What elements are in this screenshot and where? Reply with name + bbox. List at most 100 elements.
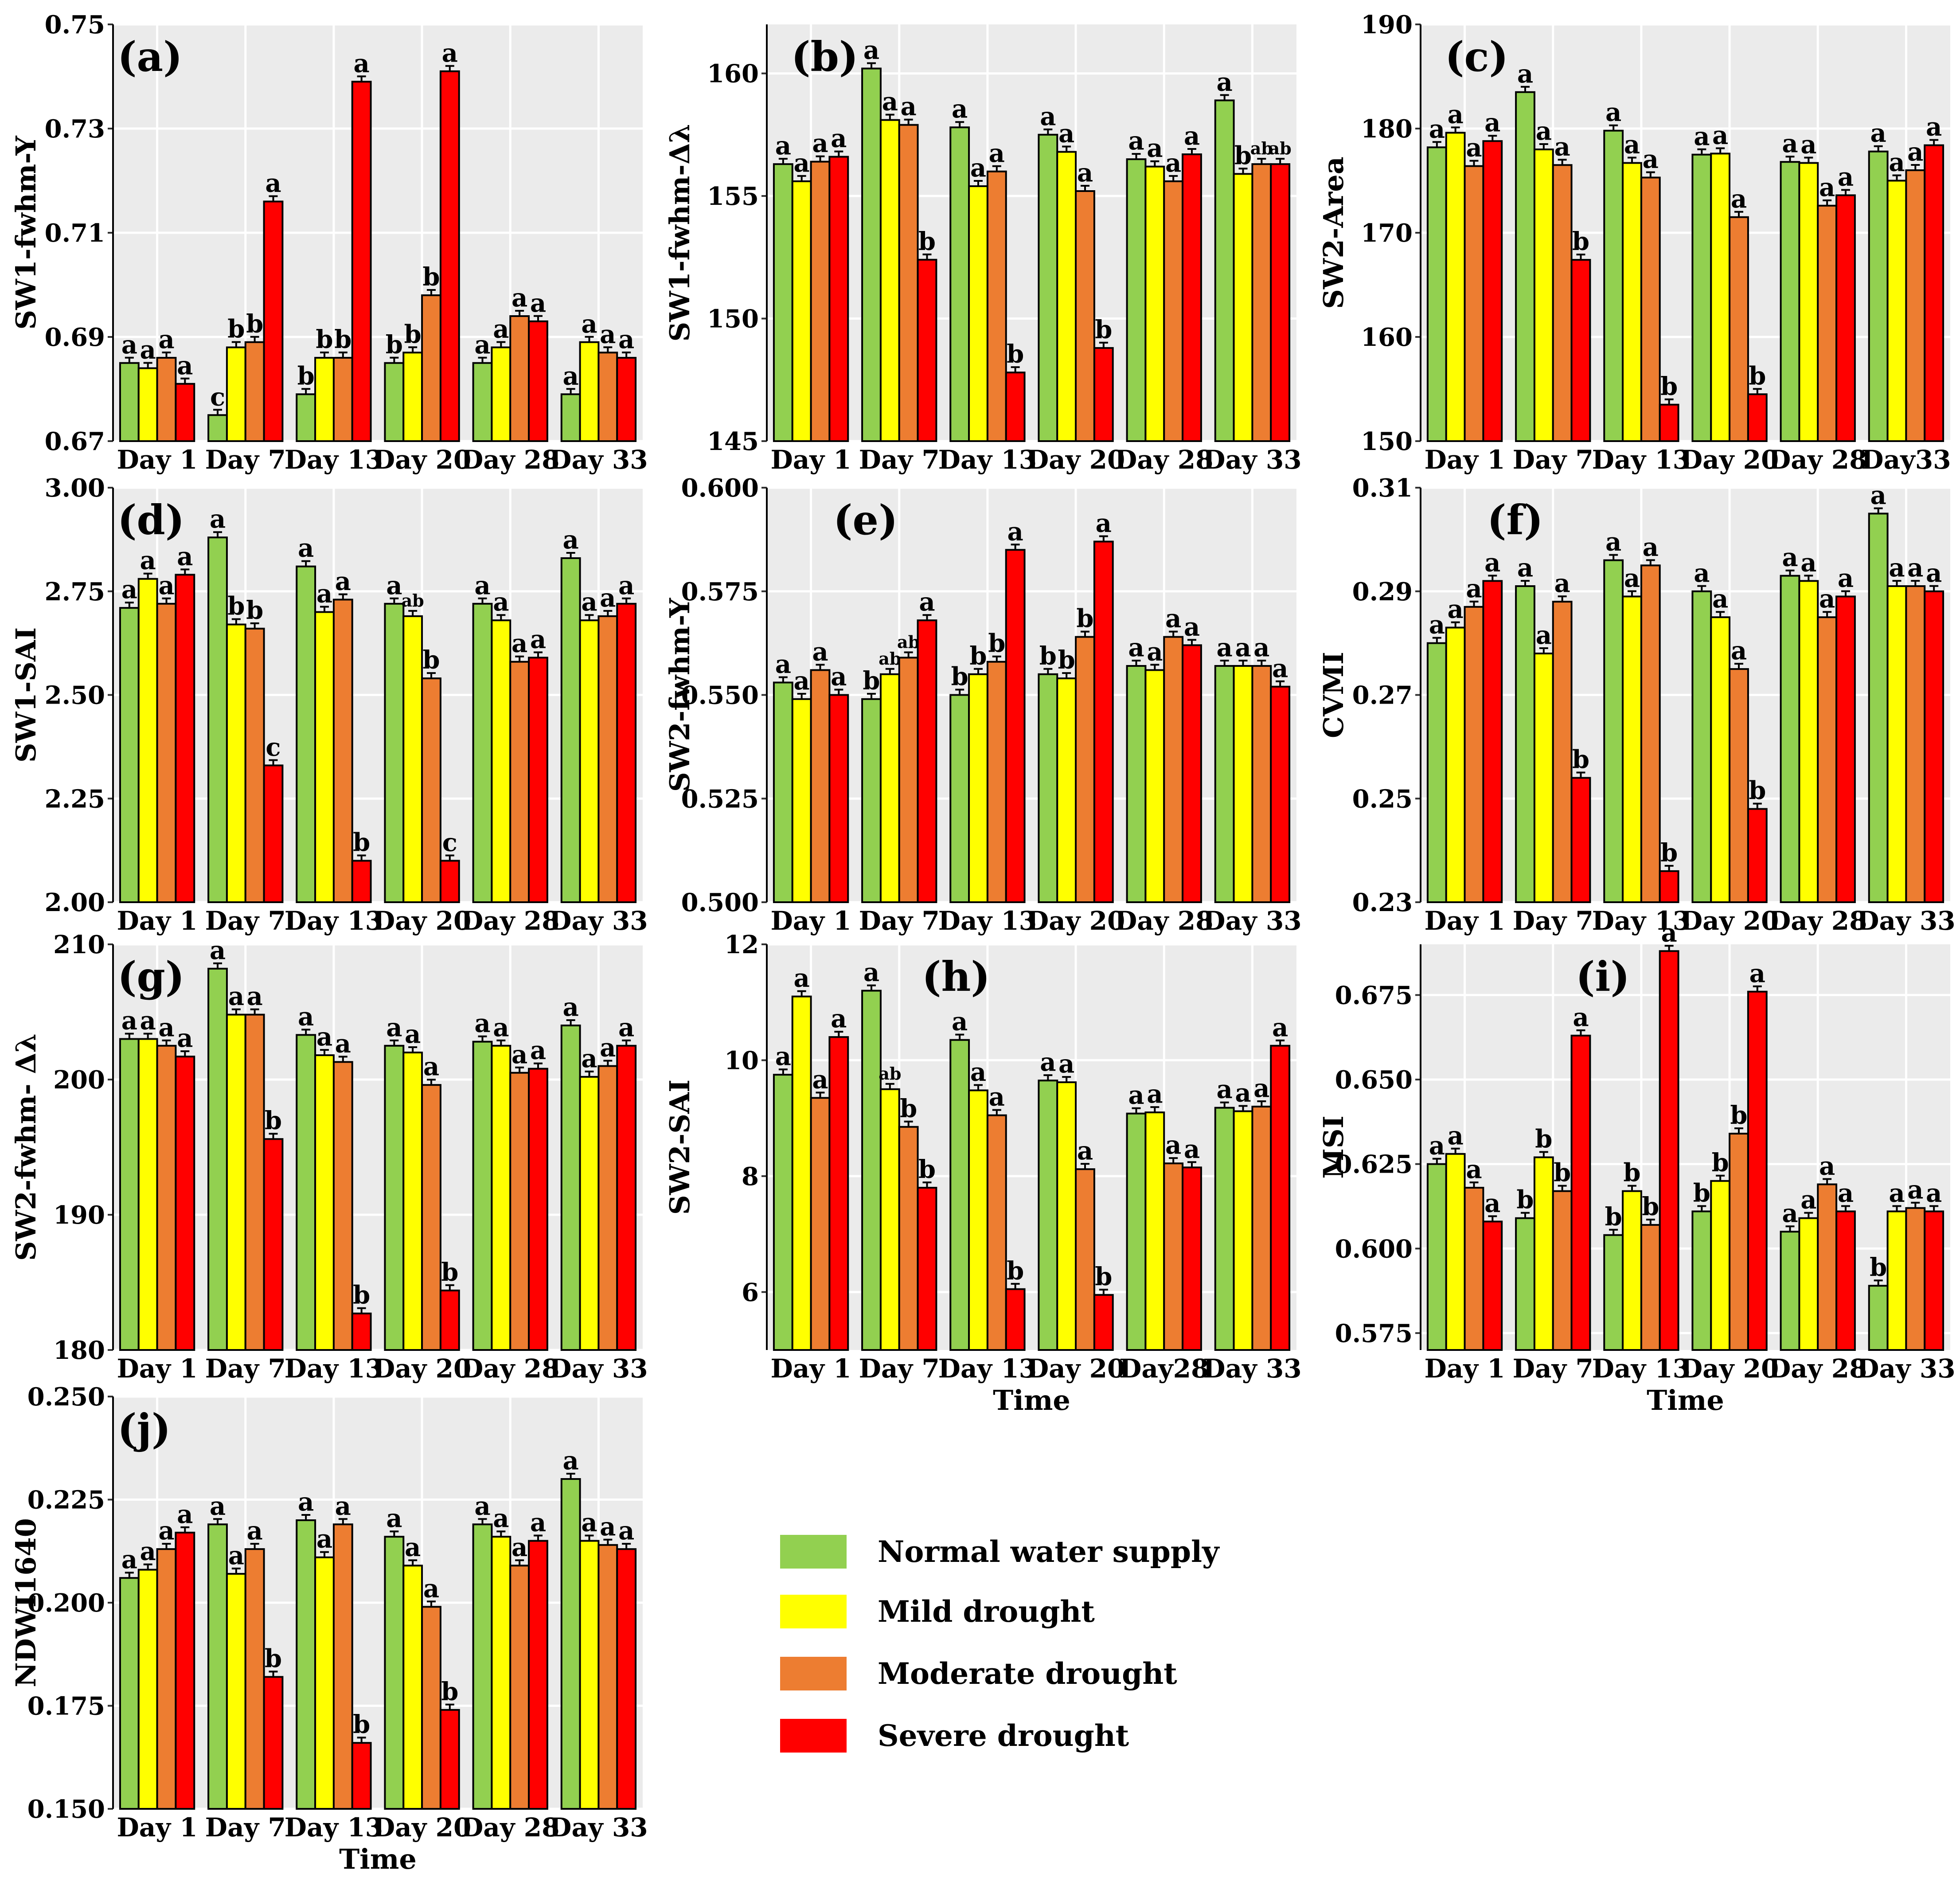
x-tick-label: Day 1 [117, 1354, 198, 1384]
y-tick-label: 6 [742, 1278, 759, 1307]
y-tick-label: 8 [742, 1162, 759, 1191]
bar-normal-water-supply-day-1 [1426, 146, 1447, 442]
bar-severe-drought-day-20 [439, 70, 460, 442]
legend-item-normal: Normal water supply [780, 1534, 1219, 1569]
bar-mild-drought-day-33 [579, 1076, 600, 1351]
bar-mild-drought-day-13 [1622, 595, 1642, 903]
significance-letter: a [140, 1006, 156, 1036]
significance-letter: a [1819, 1151, 1835, 1181]
significance-letter: a [423, 1052, 439, 1081]
significance-letter: a [1184, 1135, 1200, 1164]
y-tick-label: 145 [707, 427, 759, 456]
bar-moderate-drought-day-33 [1251, 665, 1272, 904]
bar-mild-drought-day-20 [402, 352, 423, 442]
significance-letter: a [1926, 1178, 1942, 1208]
bar-normal-water-supply-day-7 [861, 67, 882, 442]
bar-severe-drought-day-7 [263, 1676, 284, 1810]
significance-letter: a [530, 625, 546, 654]
significance-letter: a [812, 637, 828, 666]
x-tick-label: Day 33 [1203, 445, 1301, 475]
y-tick-label: 2.00 [45, 888, 105, 917]
x-tick-label: Day 28 [1115, 906, 1213, 936]
bar-moderate-drought-day-1 [156, 357, 177, 442]
significance-letter: b [1749, 776, 1766, 806]
bar-normal-water-supply-day-1 [773, 681, 793, 903]
significance-letter: a [423, 1574, 439, 1603]
y-tick-label: 10 [724, 1046, 759, 1075]
significance-letter: a [1907, 1175, 1923, 1205]
bar-mild-drought-day-7 [226, 1573, 246, 1810]
bar-normal-water-supply-day-7 [1515, 91, 1535, 442]
bar-normal-water-supply-day-7 [861, 990, 882, 1351]
significance-letter: a [882, 87, 898, 117]
bar-severe-drought-day-20 [1093, 540, 1114, 904]
significance-letter: b [1623, 1158, 1640, 1188]
bar-normal-water-supply-day-7 [1515, 585, 1535, 903]
significance-letter: a [1694, 122, 1710, 151]
bar-mild-drought-day-33 [1886, 1210, 1907, 1351]
significance-letter: ab [897, 632, 920, 652]
significance-letter: ab [1269, 138, 1292, 158]
panel-label: (c) [1445, 33, 1508, 81]
significance-letter: a [812, 1065, 828, 1094]
bar-mild-drought-day-13 [314, 611, 335, 903]
x-tick-label: Day 1 [771, 906, 851, 936]
bar-normal-water-supply-day-13 [1603, 1234, 1624, 1351]
significance-letter: a [1838, 162, 1854, 192]
bar-severe-drought-day-20 [439, 860, 460, 903]
significance-letter: a [210, 936, 226, 965]
legend-label-severe: Severe drought [878, 1718, 1129, 1753]
x-tick-label: Day 1 [117, 445, 198, 475]
significance-letter: b [1693, 1178, 1710, 1208]
significance-letter: a [1128, 633, 1144, 662]
y-tick-label: 0.150 [27, 1795, 105, 1824]
significance-letter: a [1007, 517, 1023, 546]
y-axis-title: SW1-fwhm-Y [10, 136, 42, 330]
significance-letter: a [901, 92, 917, 121]
y-tick-label: 2.25 [45, 784, 105, 814]
bar-moderate-drought-day-7 [244, 1013, 265, 1351]
bar-normal-water-supply-day-20 [1691, 590, 1712, 903]
significance-letter: a [863, 36, 879, 65]
significance-letter: b [353, 828, 370, 857]
bar-moderate-drought-day-1 [1464, 606, 1484, 903]
legend-swatch-severe [780, 1719, 847, 1753]
significance-letter: a [1272, 1013, 1288, 1042]
significance-letter: a [1429, 610, 1445, 640]
bar-normal-water-supply-day-33 [1868, 513, 1889, 903]
x-tick-label: Day 7 [1513, 906, 1593, 936]
x-tick-label: Day 7 [859, 1354, 940, 1384]
bar-severe-drought-day-28 [528, 1068, 548, 1351]
significance-letter: a [474, 571, 490, 600]
bar-severe-drought-day-1 [175, 383, 195, 442]
bar-severe-drought-day-1 [175, 574, 195, 903]
y-tick-label: 0.75 [45, 10, 105, 39]
plot-background [767, 24, 1296, 441]
bar-moderate-drought-day-33 [1905, 585, 1926, 903]
bar-moderate-drought-day-28 [509, 315, 530, 442]
bar-normal-water-supply-day-33 [560, 1025, 581, 1351]
y-tick-label: 0.550 [681, 681, 759, 710]
y-tick-label: 0.250 [27, 1382, 105, 1412]
x-tick-label: Day 28 [461, 1812, 559, 1843]
significance-letter: b [969, 642, 987, 671]
bar-moderate-drought-day-20 [421, 1606, 441, 1810]
significance-letter: a [1217, 67, 1233, 97]
significance-letter: b [265, 1106, 282, 1135]
significance-letter: b [1234, 141, 1252, 170]
bar-moderate-drought-day-13 [986, 170, 1007, 442]
bar-normal-water-supply-day-33 [560, 1478, 581, 1810]
bar-moderate-drought-day-28 [509, 1072, 530, 1351]
significance-letter: a [1870, 119, 1886, 148]
significance-letter: a [1889, 1178, 1905, 1208]
significance-letter: a [386, 571, 402, 600]
significance-letter: a [511, 629, 527, 658]
bar-moderate-drought-day-7 [244, 627, 265, 903]
significance-letter: a [1838, 563, 1854, 593]
bar-mild-drought-day-20 [402, 1565, 423, 1810]
significance-letter: b [297, 361, 315, 391]
significance-letter: a [354, 49, 370, 78]
significance-letter: c [265, 732, 281, 762]
